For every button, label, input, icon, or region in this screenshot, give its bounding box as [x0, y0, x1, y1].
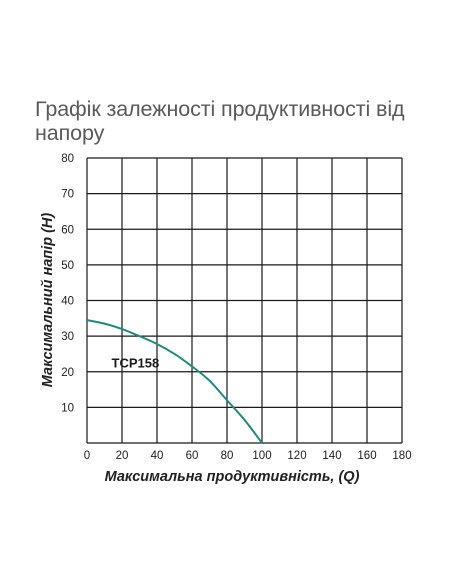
x-tick-label: 160 [357, 450, 376, 462]
y-tick-label: 20 [61, 367, 74, 379]
x-axis-ticks: 0 20 40 60 80 100 120 140 160 180 [84, 450, 412, 462]
y-tick-label: 80 [61, 153, 74, 165]
x-tick-label: 40 [151, 450, 164, 462]
y-tick-label: 40 [61, 296, 74, 308]
x-tick-label: 20 [116, 450, 129, 462]
y-tick-label: 60 [61, 224, 74, 236]
y-tick-label: 70 [61, 189, 74, 201]
y-tick-label: 10 [61, 402, 74, 414]
y-axis-ticks: 10 20 30 40 50 60 70 80 [61, 153, 74, 414]
y-tick-label: 30 [61, 331, 74, 343]
x-tick-label: 80 [221, 450, 234, 462]
series-line [86, 319, 263, 444]
series-label: TCP158 [112, 355, 160, 370]
x-tick-label: 0 [84, 450, 90, 462]
x-tick-label: 120 [287, 450, 306, 462]
grid [86, 157, 403, 444]
series-layer: TCP158 [86, 319, 263, 444]
chart-title: Графік залежності продуктивності від нап… [35, 97, 405, 145]
x-tick-label: 180 [392, 450, 411, 462]
y-tick-label: 50 [61, 260, 74, 272]
x-tick-label: 60 [186, 450, 199, 462]
x-tick-label: 100 [252, 450, 271, 462]
x-tick-label: 140 [322, 450, 341, 462]
y-axis-label: Максимальний напір (H) [40, 213, 56, 388]
x-axis-label: Максимальна продуктивність, (Q) [105, 469, 360, 485]
